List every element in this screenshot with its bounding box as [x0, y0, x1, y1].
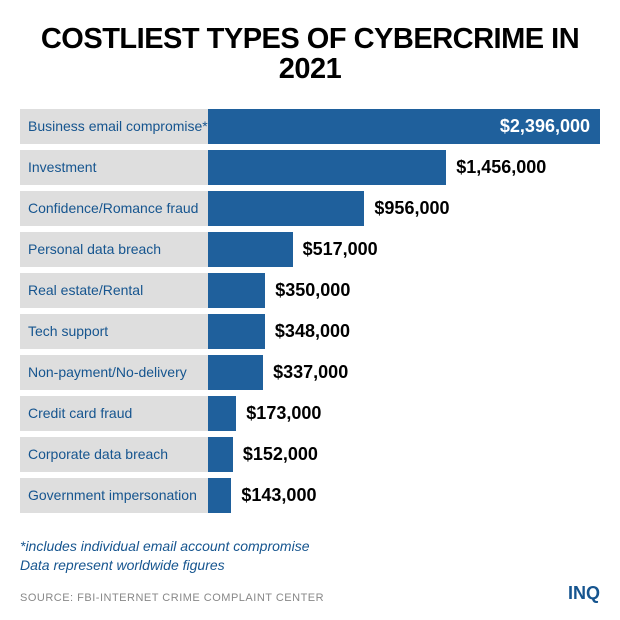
bar-track: $152,000 [208, 437, 600, 472]
bar-fill [208, 232, 293, 267]
bar-value: $337,000 [263, 355, 348, 390]
bar-track: $2,396,000 [208, 109, 600, 144]
footnote-line: Data represent worldwide figures [20, 556, 600, 575]
bar-label: Credit card fraud [20, 396, 208, 431]
bar-fill [208, 478, 231, 513]
bar-value: $173,000 [236, 396, 321, 431]
footnote: *includes individual email account compr… [20, 537, 600, 575]
bar-label: Real estate/Rental [20, 273, 208, 308]
source-text: SOURCE: FBI-INTERNET CRIME COMPLAINT CEN… [20, 592, 324, 604]
bar-label: Non-payment/No-delivery [20, 355, 208, 390]
bar-row: Personal data breach $517,000 [20, 232, 600, 267]
bar-track: $143,000 [208, 478, 600, 513]
bar-track: $348,000 [208, 314, 600, 349]
bar-track: $1,456,000 [208, 150, 600, 185]
bar-value: $143,000 [231, 478, 316, 513]
bar-fill [208, 191, 364, 226]
footnote-line: *includes individual email account compr… [20, 537, 600, 556]
bar-row: Tech support $348,000 [20, 314, 600, 349]
bar-label: Tech support [20, 314, 208, 349]
bar-fill [208, 273, 265, 308]
bar-row: Investment $1,456,000 [20, 150, 600, 185]
bar-track: $337,000 [208, 355, 600, 390]
bar-value: $152,000 [233, 437, 318, 472]
bar-value: $348,000 [265, 314, 350, 349]
bar-label: Business email compromise* [20, 109, 208, 144]
bar-track: $517,000 [208, 232, 600, 267]
bar-track: $350,000 [208, 273, 600, 308]
bar-label: Investment [20, 150, 208, 185]
bar-value: $1,456,000 [446, 150, 546, 185]
bar-fill [208, 396, 236, 431]
chart-title: COSTLIEST TYPES OF CYBERCRIME IN 2021 [20, 24, 600, 85]
bar-value: $517,000 [293, 232, 378, 267]
footer: SOURCE: FBI-INTERNET CRIME COMPLAINT CEN… [20, 583, 600, 604]
bar-value: $2,396,000 [500, 109, 590, 144]
bar-fill [208, 150, 446, 185]
bar-row: Corporate data breach $152,000 [20, 437, 600, 472]
bar-label: Government impersonation [20, 478, 208, 513]
bar-row: Non-payment/No-delivery $337,000 [20, 355, 600, 390]
brand-logo: INQ [568, 583, 600, 604]
bar-fill [208, 437, 233, 472]
bar-row: Government impersonation $143,000 [20, 478, 600, 513]
bar-value: $956,000 [364, 191, 449, 226]
bar-fill [208, 355, 263, 390]
bar-fill [208, 314, 265, 349]
bar-label: Corporate data breach [20, 437, 208, 472]
bar-row: Confidence/Romance fraud $956,000 [20, 191, 600, 226]
bar-track: $956,000 [208, 191, 600, 226]
bar-row: Credit card fraud $173,000 [20, 396, 600, 431]
bar-row: Business email compromise* $2,396,000 [20, 109, 600, 144]
bar-row: Real estate/Rental $350,000 [20, 273, 600, 308]
bar-label: Confidence/Romance fraud [20, 191, 208, 226]
bar-chart: Business email compromise* $2,396,000 Inve… [20, 109, 600, 525]
bar-track: $173,000 [208, 396, 600, 431]
bar-value: $350,000 [265, 273, 350, 308]
bar-label: Personal data breach [20, 232, 208, 267]
